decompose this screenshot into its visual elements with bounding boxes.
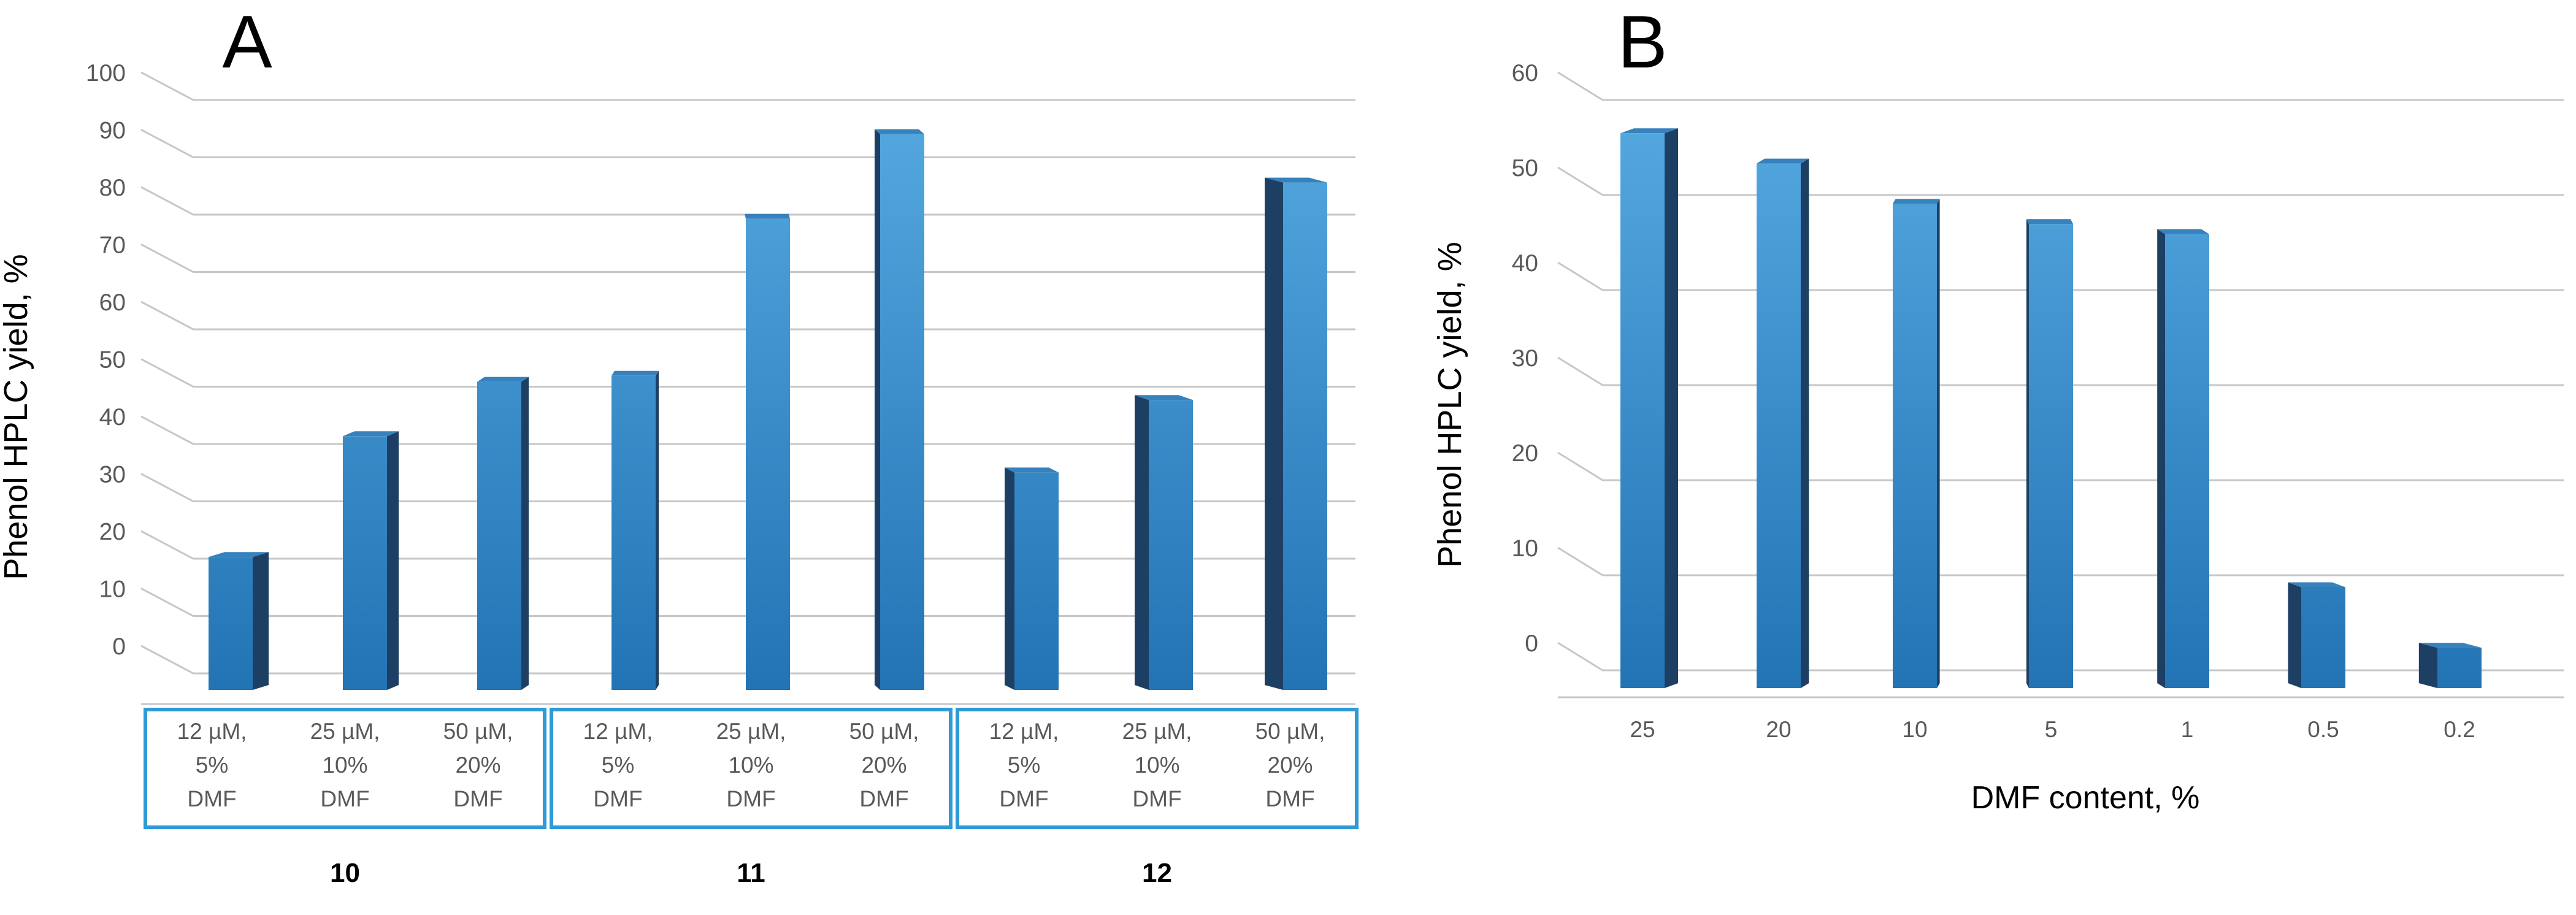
svg-text:60: 60 <box>1512 60 1538 86</box>
svg-text:12 µM,: 12 µM, <box>583 719 653 744</box>
bar-a-5 <box>880 134 924 691</box>
bar-b-1 <box>1757 163 1801 689</box>
svg-text:50 µM,: 50 µM, <box>443 719 513 744</box>
svg-text:20: 20 <box>1766 717 1791 742</box>
svg-text:DMF: DMF <box>726 786 775 811</box>
chart-b-panel-label: B <box>1617 0 1667 83</box>
bar-b-3 <box>2029 224 2073 688</box>
svg-text:5%: 5% <box>1008 752 1040 778</box>
chart-b-y-tick-labels: 0 10 20 30 40 50 60 <box>1512 60 1538 657</box>
svg-text:10: 10 <box>1512 535 1538 562</box>
svg-text:0.2: 0.2 <box>2444 717 2475 742</box>
chart-b-y-axis-title: Phenol HPLC yield, % <box>1432 242 1468 567</box>
svg-text:DMF: DMF <box>593 786 642 811</box>
bar-a-7 <box>1149 400 1193 690</box>
bar-b-5 <box>2301 587 2345 688</box>
svg-text:50: 50 <box>99 347 126 373</box>
svg-text:80: 80 <box>99 175 126 201</box>
svg-text:1: 1 <box>2181 717 2194 742</box>
svg-text:25: 25 <box>1630 717 1655 742</box>
bar-a-1 <box>343 436 387 690</box>
svg-text:40: 40 <box>1512 250 1538 277</box>
chart-a-bars <box>209 129 1327 691</box>
svg-text:20%: 20% <box>455 752 500 778</box>
svg-text:50 µM,: 50 µM, <box>849 719 919 744</box>
svg-text:DMF: DMF <box>859 786 908 811</box>
svg-text:20: 20 <box>99 519 126 545</box>
svg-text:25 µM,: 25 µM, <box>1122 719 1192 744</box>
svg-text:10: 10 <box>330 858 360 888</box>
chart-b-x-axis-title: DMF content, % <box>1971 780 2200 816</box>
svg-text:10%: 10% <box>1134 752 1179 778</box>
svg-text:20: 20 <box>1512 440 1538 467</box>
bar-a-4 <box>746 218 790 690</box>
svg-text:25 µM,: 25 µM, <box>310 719 380 744</box>
svg-text:30: 30 <box>1512 345 1538 372</box>
bar-a-6 <box>1014 472 1059 690</box>
svg-text:100: 100 <box>86 60 126 86</box>
chart-a: 0 10 20 30 40 50 60 70 80 90 100 12 µM, 5% DMF 25 µM,… <box>0 0 1359 888</box>
svg-text:12 µM,: 12 µM, <box>177 719 247 744</box>
svg-text:25 µM,: 25 µM, <box>716 719 786 744</box>
svg-text:12 µM,: 12 µM, <box>989 719 1059 744</box>
svg-text:DMF: DMF <box>1132 786 1181 811</box>
chart-b-bars <box>1620 128 2482 689</box>
bar-a-0 <box>209 557 253 690</box>
svg-text:0: 0 <box>112 634 126 660</box>
chart-a-category-boxes: 12 µM, 5% DMF 25 µM, 10% DMF 50 µM, 20% DMF 12 µM… <box>144 708 1359 829</box>
chart-a-group-labels: 10 11 12 <box>330 858 1172 888</box>
svg-text:5%: 5% <box>602 752 634 778</box>
chart-a-y-tick-labels: 0 10 20 30 40 50 60 70 80 90 100 <box>86 60 126 660</box>
chart-b-category-labels: 25 20 10 5 1 0.5 0.2 <box>1630 717 2475 742</box>
bar-a-2 <box>477 381 521 690</box>
svg-text:0.5: 0.5 <box>2307 717 2339 742</box>
svg-text:30: 30 <box>99 462 126 488</box>
svg-text:DMF: DMF <box>453 786 502 811</box>
chart-a-panel-label: A <box>222 0 272 83</box>
svg-text:DMF: DMF <box>320 786 369 811</box>
svg-text:5: 5 <box>2045 717 2058 742</box>
svg-text:11: 11 <box>737 858 765 888</box>
svg-text:60: 60 <box>99 289 126 316</box>
svg-text:10%: 10% <box>322 752 367 778</box>
bar-b-6 <box>2437 648 2482 688</box>
svg-text:12: 12 <box>1142 858 1172 888</box>
svg-text:20%: 20% <box>1267 752 1313 778</box>
svg-text:90: 90 <box>99 118 126 144</box>
chart-a-y-axis-title: Phenol HPLC yield, % <box>0 254 34 580</box>
svg-text:5%: 5% <box>196 752 228 778</box>
svg-text:DMF: DMF <box>187 786 236 811</box>
chart-a-gridlines <box>140 71 1355 705</box>
svg-text:DMF: DMF <box>999 786 1048 811</box>
svg-text:10%: 10% <box>728 752 773 778</box>
bar-a-3 <box>611 375 656 690</box>
bar-b-4 <box>2165 234 2209 688</box>
svg-text:40: 40 <box>99 404 126 431</box>
svg-text:50 µM,: 50 µM, <box>1255 719 1325 744</box>
bar-b-0 <box>1620 133 1665 688</box>
svg-text:10: 10 <box>99 576 126 603</box>
chart-b-gridlines <box>1557 71 2564 699</box>
svg-text:50: 50 <box>1512 155 1538 182</box>
bar-a-8 <box>1283 182 1327 691</box>
svg-text:DMF: DMF <box>1265 786 1314 811</box>
svg-text:70: 70 <box>99 232 126 259</box>
svg-text:20%: 20% <box>861 752 907 778</box>
chart-b: 0 10 20 30 40 50 60 25 20 10 5 1 0.5 0.2 B Phenol HP… <box>1432 0 2564 816</box>
svg-text:10: 10 <box>1902 717 1927 742</box>
svg-text:0: 0 <box>1525 630 1538 657</box>
bar-b-2 <box>1893 204 1937 688</box>
